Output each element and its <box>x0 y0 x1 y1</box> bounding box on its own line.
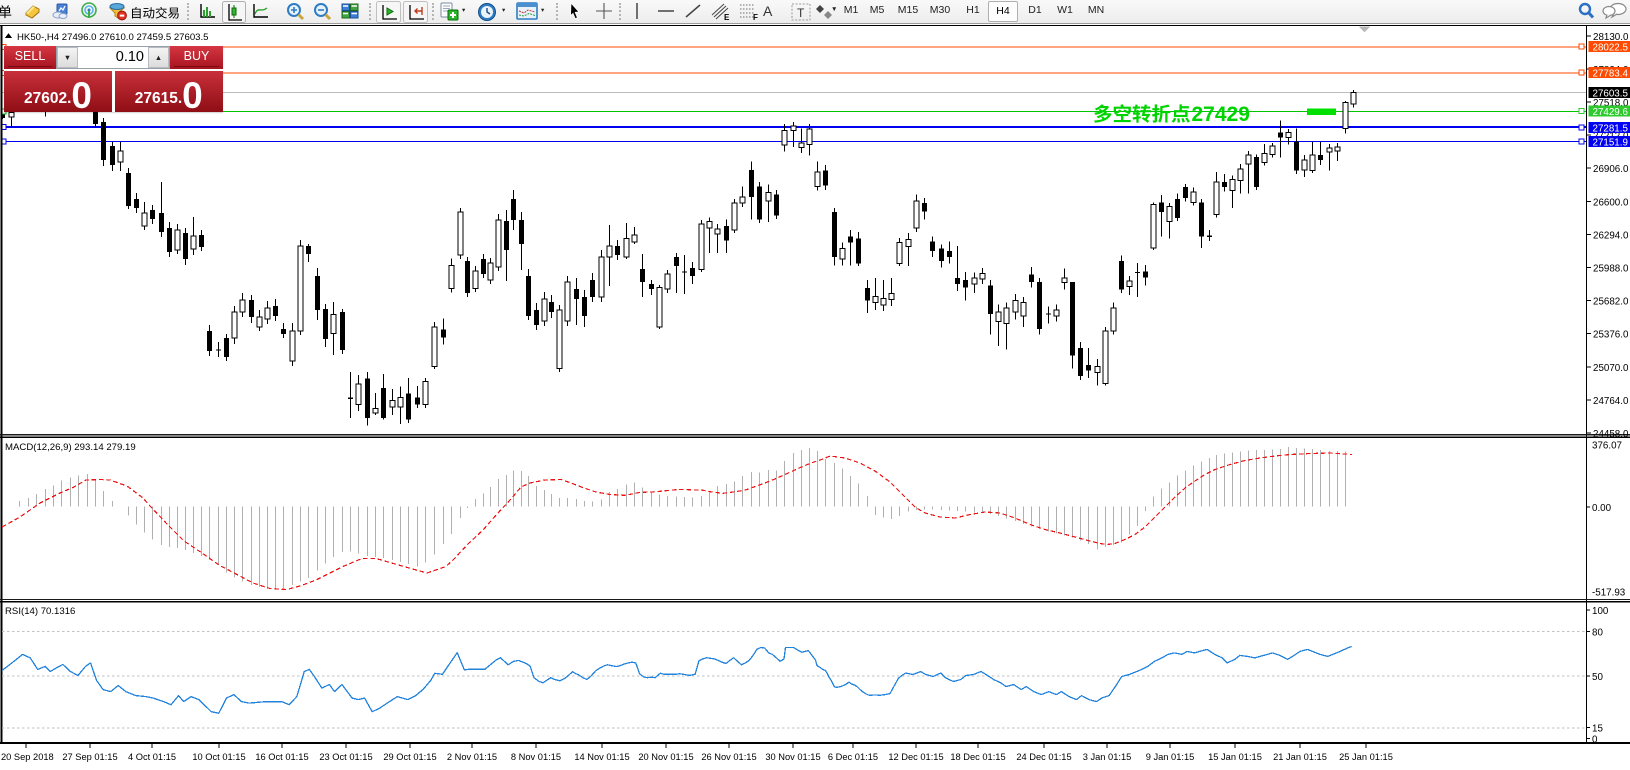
svg-text:6 Dec 01:15: 6 Dec 01:15 <box>828 752 878 762</box>
svg-text:25988.0: 25988.0 <box>1593 264 1629 275</box>
svg-text:21 Jan 01:15: 21 Jan 01:15 <box>1273 752 1327 762</box>
svg-text:100: 100 <box>1592 606 1609 617</box>
svg-text:29 Oct 01:15: 29 Oct 01:15 <box>383 752 436 762</box>
svg-text:12 Dec 01:15: 12 Dec 01:15 <box>888 752 943 762</box>
svg-text:27783.4: 27783.4 <box>1593 69 1629 80</box>
svg-text:10 Oct 01:15: 10 Oct 01:15 <box>192 752 245 762</box>
svg-text:4 Oct 01:15: 4 Oct 01:15 <box>128 752 176 762</box>
svg-text:20 Nov 01:15: 20 Nov 01:15 <box>638 752 693 762</box>
svg-text:-517.93: -517.93 <box>1592 588 1626 599</box>
svg-text:16 Oct 01:15: 16 Oct 01:15 <box>255 752 308 762</box>
svg-text:18 Dec 01:15: 18 Dec 01:15 <box>950 752 1005 762</box>
svg-text:27518.0: 27518.0 <box>1593 98 1629 109</box>
svg-text:HK50-,H4 27496.0 27610.0 2745: HK50-,H4 27496.0 27610.0 27459.5 27603.5 <box>17 32 209 43</box>
svg-text:24764.0: 24764.0 <box>1593 396 1629 407</box>
svg-text:28022.5: 28022.5 <box>1593 43 1629 54</box>
svg-text:25376.0: 25376.0 <box>1593 330 1629 341</box>
svg-text:26294.0: 26294.0 <box>1593 230 1629 241</box>
svg-text:14 Nov 01:15: 14 Nov 01:15 <box>574 752 629 762</box>
svg-text:26 Nov 01:15: 26 Nov 01:15 <box>701 752 756 762</box>
svg-text:376.07: 376.07 <box>1592 441 1622 452</box>
svg-text:8 Nov 01:15: 8 Nov 01:15 <box>511 752 561 762</box>
svg-text:9 Jan 01:15: 9 Jan 01:15 <box>1146 752 1195 762</box>
svg-text:80: 80 <box>1592 628 1603 639</box>
svg-text:25 Jan 01:15: 25 Jan 01:15 <box>1339 752 1393 762</box>
svg-text:26600.0: 26600.0 <box>1593 197 1629 208</box>
svg-text:2 Nov 01:15: 2 Nov 01:15 <box>447 752 497 762</box>
svg-text:20 Sep 2018: 20 Sep 2018 <box>1 752 54 762</box>
svg-text:T: T <box>797 6 805 20</box>
svg-text:28130.0: 28130.0 <box>1593 32 1629 43</box>
svg-text:0: 0 <box>1592 735 1598 746</box>
svg-text:27 Sep 01:15: 27 Sep 01:15 <box>62 752 117 762</box>
svg-text:15 Jan 01:15: 15 Jan 01:15 <box>1208 752 1262 762</box>
svg-text:27281.5: 27281.5 <box>1593 124 1629 135</box>
svg-text:0.00: 0.00 <box>1592 503 1612 514</box>
svg-text:27603.5: 27603.5 <box>1593 89 1629 100</box>
svg-text:50: 50 <box>1592 672 1603 683</box>
svg-text:MACD(12,26,9) 293.14 279.19: MACD(12,26,9) 293.14 279.19 <box>5 442 136 453</box>
svg-text:25070.0: 25070.0 <box>1593 363 1629 374</box>
svg-text:F: F <box>753 13 758 21</box>
svg-text:E: E <box>724 13 730 21</box>
svg-text:26906.0: 26906.0 <box>1593 164 1629 175</box>
svg-text:24 Dec 01:15: 24 Dec 01:15 <box>1016 752 1071 762</box>
svg-text:27429.6: 27429.6 <box>1593 107 1629 118</box>
svg-text:23 Oct 01:15: 23 Oct 01:15 <box>319 752 372 762</box>
svg-text:24458.0: 24458.0 <box>1593 429 1629 440</box>
svg-text:RSI(14) 70.1316: RSI(14) 70.1316 <box>5 606 75 617</box>
svg-text:27151.9: 27151.9 <box>1593 138 1628 149</box>
svg-text:30 Nov 01:15: 30 Nov 01:15 <box>765 752 820 762</box>
svg-text:15: 15 <box>1592 724 1603 735</box>
svg-text:3 Jan 01:15: 3 Jan 01:15 <box>1083 752 1132 762</box>
svg-text:25682.0: 25682.0 <box>1593 297 1629 308</box>
svg-text:27429: 27429 <box>1192 103 1250 126</box>
